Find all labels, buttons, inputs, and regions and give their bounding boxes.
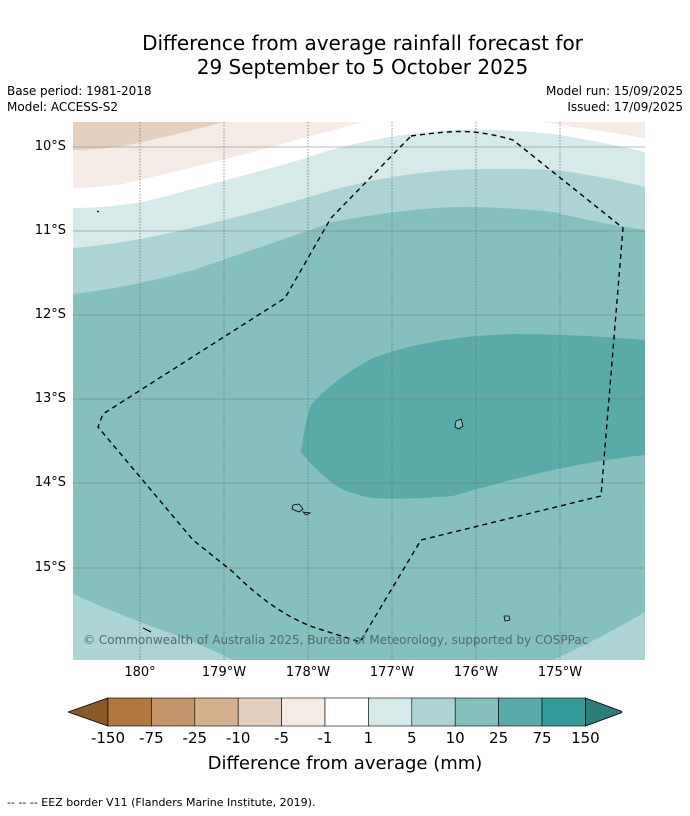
map-canvas — [73, 122, 645, 660]
eez-footnote: -- -- -- EEZ border V11 (Flanders Marine… — [7, 796, 316, 809]
island-2 — [291, 503, 304, 513]
lat-label-15s: 15°S — [34, 560, 66, 575]
island-6 — [142, 627, 152, 633]
band-5-to-10-southeast — [553, 612, 645, 660]
model-name: Model: ACCESS-S2 — [7, 100, 119, 114]
colorbar-bin — [151, 697, 196, 727]
colorbar-bin — [237, 697, 282, 727]
grid-lines — [73, 146, 645, 569]
grid-meridians — [139, 122, 561, 660]
colorbar-bin — [194, 697, 239, 727]
colorbar — [68, 697, 622, 727]
colorbar-tick-label: 150 — [571, 729, 600, 747]
colorbar-tick-label: 1 — [363, 729, 374, 747]
lon-label-180: 180° — [124, 665, 156, 680]
lon-label-178w: 178°W — [285, 665, 331, 680]
meta-right: Model run: 15/09/2025 Issued: 17/09/2025 — [546, 83, 683, 115]
lon-label-175w: 175°W — [537, 665, 583, 680]
band-5-to-10-south — [73, 594, 233, 660]
issued-date: Issued: 17/09/2025 — [567, 100, 683, 114]
colorbar-bin — [498, 697, 543, 727]
colorbar-tick-label: 25 — [489, 729, 509, 747]
title-line-1: Difference from average rainfall forecas… — [142, 31, 583, 55]
lat-label-14s: 14°S — [34, 475, 66, 490]
colorbar-extension-low — [68, 697, 109, 727]
colorbar-tick-label: -25 — [182, 729, 208, 747]
colorbar-tick-label: 5 — [407, 729, 417, 747]
colorbar-bin — [281, 697, 326, 727]
eez-border — [97, 130, 624, 643]
colorbar-label: Difference from average (mm) — [207, 753, 483, 774]
band-minus-1-to-5-ne — [543, 122, 645, 138]
colorbar-tick-label: 10 — [445, 729, 465, 747]
colorbar-bin — [107, 697, 152, 727]
colorbar-tick-label: -75 — [139, 729, 164, 747]
lon-label-177w: 177°W — [369, 665, 415, 680]
colorbar-tick-label: -1 — [317, 729, 333, 747]
island-1 — [454, 418, 464, 430]
meta-left: Base period: 1981-2018 Model: ACCESS-S2 — [7, 83, 152, 115]
colorbar-tick-label: -5 — [274, 729, 290, 747]
colorbar-tick-label: -150 — [90, 729, 126, 747]
lon-label-179w: 179°W — [201, 665, 247, 680]
copyright-notice: © Commonwealth of Australia 2025, Bureau… — [83, 633, 589, 647]
map-title: Difference from average rainfall forecas… — [0, 31, 690, 79]
island-3 — [301, 511, 312, 516]
colorbar-swatches — [68, 697, 622, 727]
base-period: Base period: 1981-2018 — [7, 84, 152, 98]
lat-label-12s: 12°S — [34, 307, 66, 322]
lat-label-13s: 13°S — [34, 391, 66, 406]
colorbar-tick-label: 75 — [532, 729, 552, 747]
colorbar-bin — [541, 697, 586, 727]
colorbar-bin — [454, 697, 499, 727]
lat-label-10s: 10°S — [34, 139, 66, 154]
colorbar-bin — [368, 697, 413, 727]
colorbar-bin — [324, 697, 369, 727]
rainfall-map — [73, 122, 645, 660]
island-4 — [503, 615, 511, 622]
lat-label-11s: 11°S — [34, 223, 66, 238]
title-line-2: 29 September to 5 October 2025 — [196, 55, 529, 79]
colorbar-bin — [411, 697, 456, 727]
band-25-to-75 — [301, 334, 645, 499]
model-run: Model run: 15/09/2025 — [545, 84, 683, 98]
colorbar-extension-high — [585, 697, 622, 727]
band-minus-5-to-10 — [73, 122, 223, 150]
island-5 — [96, 210, 100, 213]
colorbar-tick-label: -10 — [225, 729, 251, 747]
lon-label-176w: 176°W — [453, 665, 499, 680]
